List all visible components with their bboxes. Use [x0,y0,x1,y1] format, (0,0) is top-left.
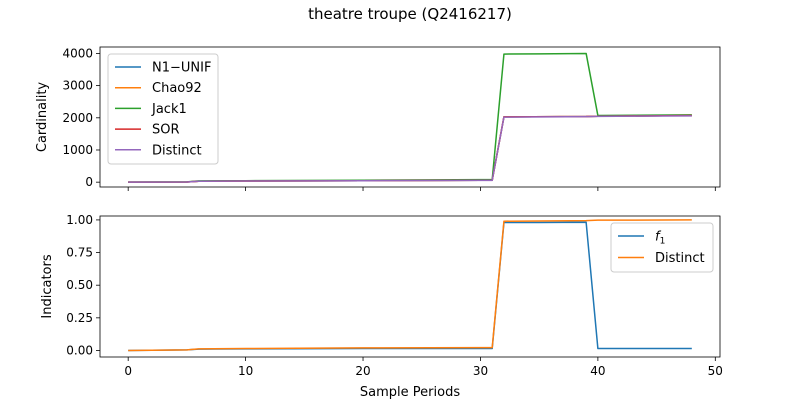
legend-label: Distinct [152,143,202,158]
series-line-top-distinct [128,115,692,183]
legend-top: N1−UNIF Chao92 Jack1 SOR Distinct [107,53,219,165]
y-tick-label-bottom: 0.00 [66,343,93,357]
legend-label: Jack1 [151,102,187,117]
y-tick-label-bottom: 0.50 [66,278,93,292]
y-tick-label-top: 2000 [62,111,93,125]
series-line-bottom-f1 [128,221,692,352]
legend-label: N1−UNIF [152,61,211,76]
x-axis-label: Sample Periods [360,385,460,400]
y-tick-label-top: 3000 [62,79,93,93]
x-tick-label: 0 [124,364,132,378]
x-tick-label: 20 [355,364,370,378]
y-tick-label-bottom: 0.25 [66,311,93,325]
y-tick-label-bottom: 0.75 [66,246,93,260]
axes-frame-top [99,46,721,188]
x-tick-label: 30 [473,364,488,378]
panel-indicators: 0.00 0.25 0.50 0.75 1.00 0 10 20 30 40 50 Indicator… [40,213,723,378]
legend-label: f1 [655,230,665,247]
x-tick-label: 10 [238,364,253,378]
panel-cardinality: 0 1000 2000 3000 4000 Cardinality N1−UNIF Chao9… [35,46,721,191]
series-line-bottom-distinct [128,219,692,352]
legend-label: SOR [152,123,180,138]
y-tick-label-top: 0 [85,175,93,189]
y-axis-label-bottom: Indicators [40,254,55,318]
y-axis-label-top: Cardinality [35,82,50,153]
y-tick-label-bottom: 1.00 [66,213,93,227]
axes-frame-bottom [99,215,721,358]
x-tick-label: 40 [590,364,605,378]
chart-title: theatre troupe (Q2416217) [308,5,512,23]
y-tick-label-top: 4000 [62,46,93,60]
legend-bottom: f1 Distinct [610,222,714,273]
x-tick-label: 50 [708,364,723,378]
legend-label: Distinct [655,251,705,266]
legend-box [107,53,219,165]
y-tick-label-top: 1000 [62,143,93,157]
legend-label: Chao92 [152,81,202,96]
